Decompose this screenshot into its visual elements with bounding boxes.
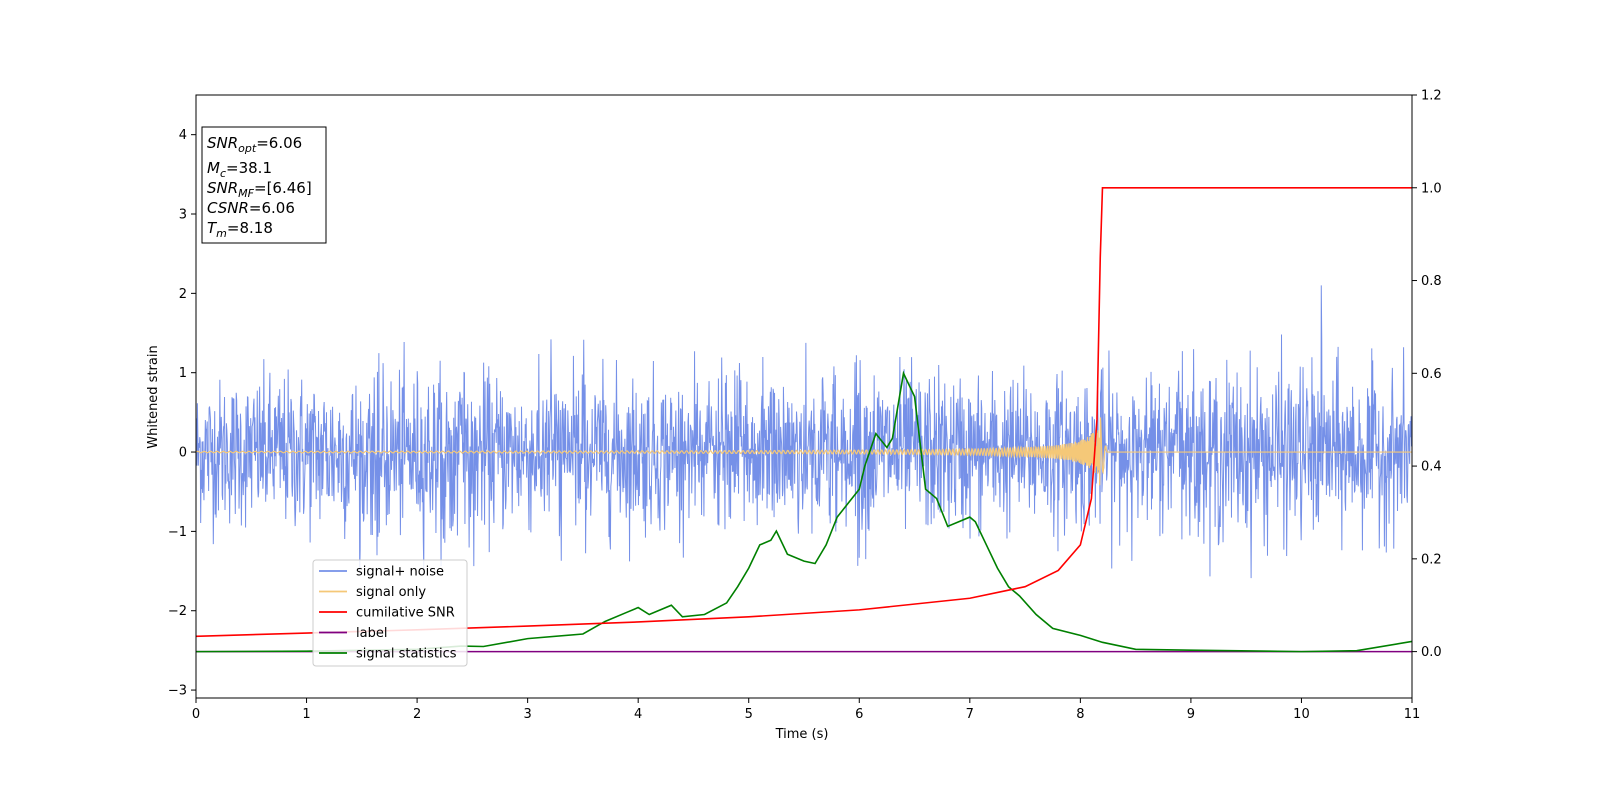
- y-left-tick-label: 3: [179, 208, 187, 223]
- y-axis-right: 0.0 0.2 0.4 0.6 0.8 1.0 1.2: [1412, 89, 1442, 660]
- x-tick-label: 9: [1187, 707, 1195, 722]
- y-right-tick-label: 0.2: [1421, 552, 1442, 567]
- info-label-main: SNR: [207, 179, 238, 197]
- x-tick-label: 1: [302, 707, 310, 722]
- x-axis: 0 1 2 3 4 5 6 7 8 9 10 11: [192, 698, 1420, 722]
- series-line-signal-noise: [196, 285, 1412, 579]
- x-tick-label: 2: [413, 707, 421, 722]
- legend-frame: [312, 559, 468, 667]
- x-tick-label: 10: [1293, 707, 1310, 722]
- legend-label: label: [356, 626, 387, 641]
- y-right-tick-label: 0.8: [1421, 274, 1442, 289]
- y-right-tick-label: 0.4: [1421, 460, 1442, 475]
- info-box-line: CSNR=6.06: [207, 199, 295, 217]
- y-right-tick-label: 0.0: [1421, 645, 1442, 660]
- series-line-signal-statistics: [196, 370, 1412, 653]
- info-label-main: CSNR: [207, 199, 249, 217]
- x-axis-title: Time (s): [775, 727, 829, 742]
- info-label-sub: opt: [238, 142, 257, 155]
- info-label-sub: m: [216, 227, 227, 240]
- info-label-main: T: [207, 219, 218, 237]
- info-value: =6.06: [256, 134, 302, 152]
- info-box: SNRopt=6.06Mc=38.1SNRMF=[6.46]CSNR=6.06T…: [201, 126, 327, 244]
- x-tick-label: 5: [745, 707, 753, 722]
- info-box-line: SNRopt=6.06: [207, 134, 302, 155]
- info-label-main: SNR: [207, 134, 238, 152]
- y-left-tick-label: 2: [179, 287, 187, 302]
- info-label-sub: MF: [238, 187, 254, 200]
- x-tick-label: 0: [192, 707, 200, 722]
- x-tick-label: 4: [634, 707, 642, 722]
- info-value: =8.18: [227, 219, 273, 237]
- info-value: =[6.46]: [254, 179, 312, 197]
- info-label-sub: c: [220, 167, 226, 180]
- info-box-frame: [201, 126, 327, 244]
- y-left-tick-label: 4: [179, 128, 187, 143]
- y-right-tick-label: 1.0: [1421, 181, 1442, 196]
- info-value: =38.1: [226, 159, 272, 177]
- x-tick-label: 8: [1076, 707, 1084, 722]
- info-value: =6.06: [249, 199, 295, 217]
- legend-label: signal only: [356, 585, 426, 600]
- x-tick-label: 6: [855, 707, 863, 722]
- y-left-tick-label: 0: [179, 446, 187, 461]
- y-right-tick-label: 1.2: [1421, 89, 1442, 104]
- info-box-line: Tm=8.18: [207, 219, 273, 240]
- info-box-line: SNRMF=[6.46]: [207, 179, 312, 200]
- legend-label: cumilative SNR: [356, 606, 455, 621]
- info-box-line: Mc=38.1: [207, 159, 272, 180]
- series-line-cumulative-snr: [196, 186, 1412, 638]
- legend: signal+ noise signal only cumilative SNR la…: [312, 559, 468, 667]
- info-label-main: M: [207, 159, 220, 177]
- y-left-tick-label: −3: [168, 684, 187, 699]
- x-tick-label: 11: [1404, 707, 1421, 722]
- y-left-tick-label: 1: [179, 366, 187, 381]
- y-left-tick-label: −1: [168, 525, 187, 540]
- y-axis-left: −3 −2 −1 0 1 2 3 4: [168, 128, 196, 699]
- y-axis-title: Whitened strain: [146, 345, 161, 448]
- legend-label: signal statistics: [356, 647, 457, 662]
- series-line-signal-only: [196, 417, 1412, 486]
- x-tick-label: 3: [523, 707, 531, 722]
- y-right-tick-label: 0.6: [1421, 367, 1442, 382]
- plot-frame: [195, 94, 1413, 699]
- legend-label: signal+ noise: [356, 565, 444, 580]
- x-tick-label: 7: [966, 707, 974, 722]
- y-left-tick-label: −2: [168, 604, 187, 619]
